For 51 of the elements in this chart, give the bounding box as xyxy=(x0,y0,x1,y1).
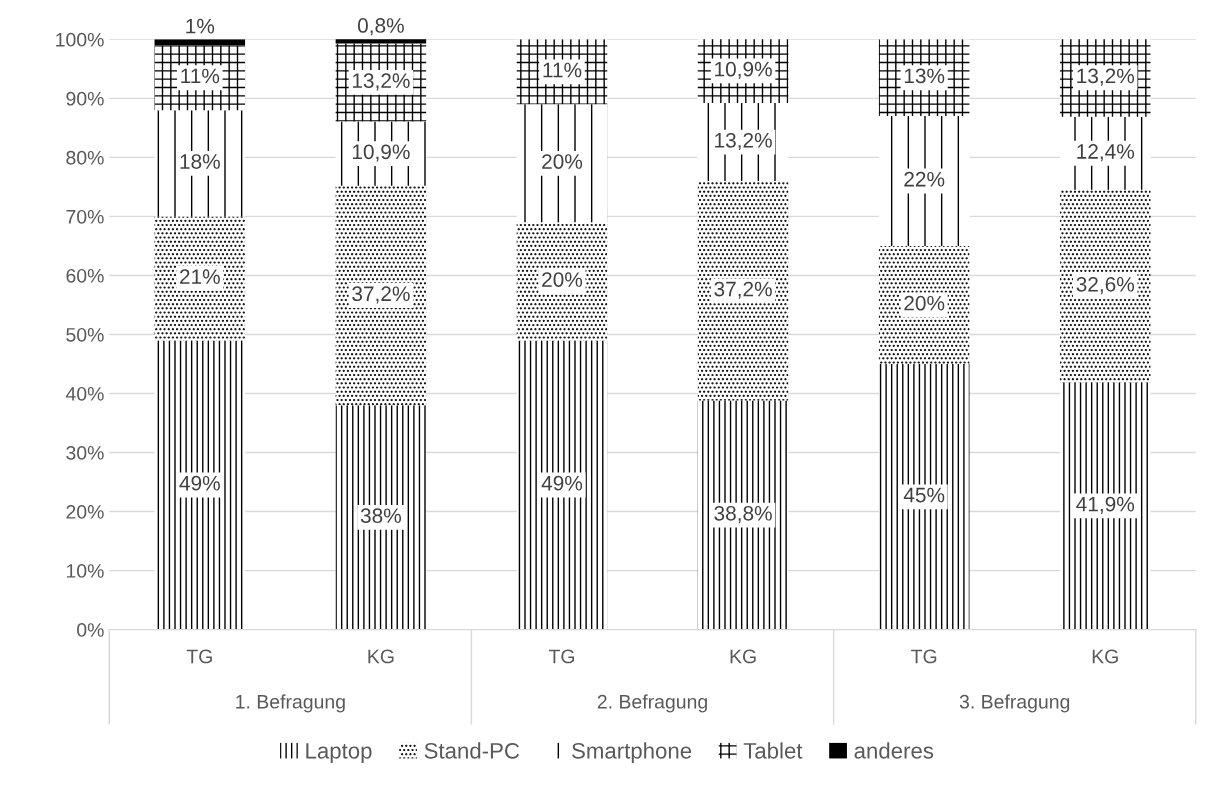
data-label: 20% xyxy=(542,272,583,287)
data-label: 21% xyxy=(180,269,220,284)
y-tick-label: 90% xyxy=(66,91,104,106)
data-label: 18% xyxy=(180,154,220,169)
data-label: 13% xyxy=(904,68,945,84)
data-label: 10,9% xyxy=(352,144,410,162)
legend-label: Stand-PC xyxy=(424,742,520,759)
data-label: 0,8% xyxy=(357,18,404,36)
data-label: 13,2% xyxy=(1077,68,1135,86)
y-tick-label: 100% xyxy=(56,32,104,47)
data-label: 20% xyxy=(542,154,583,169)
x-tick-label: KG xyxy=(730,649,756,664)
legend-label: Smartphone xyxy=(572,742,692,764)
data-label: 11% xyxy=(181,68,220,84)
x-tick-label: TG xyxy=(548,649,575,664)
legend-label: Tablet xyxy=(743,742,803,759)
y-tick-label: 60% xyxy=(66,268,104,283)
y-tick-label: 50% xyxy=(66,327,104,342)
y-tick-label: 0% xyxy=(77,623,104,637)
y-tick-label: 20% xyxy=(66,505,104,519)
data-label: 32,6% xyxy=(1076,276,1135,295)
x-tick-label: TG xyxy=(911,649,937,664)
data-label: 38,8% xyxy=(714,505,772,524)
data-label: 11% xyxy=(543,62,582,78)
legend-label: Laptop xyxy=(306,743,372,764)
data-label: 10,9% xyxy=(715,61,772,79)
y-tick-label: 80% xyxy=(66,150,104,165)
data-label: 12,4% xyxy=(1077,144,1135,162)
x-tick-label: KG xyxy=(368,649,394,664)
data-label: 45% xyxy=(903,487,945,503)
text: 1. Befragung xyxy=(236,694,345,713)
y-tick-label: 10% xyxy=(66,564,104,578)
data-label: 1% xyxy=(186,18,215,34)
data-label: 37,2% xyxy=(714,281,772,299)
x-tick-label: TG xyxy=(186,649,212,664)
text: 2. Befragung xyxy=(597,694,707,713)
data-label: 49% xyxy=(541,475,583,491)
data-label: 22% xyxy=(904,171,945,187)
x-tick-label: KG xyxy=(1092,649,1118,664)
data-label: 37,2% xyxy=(352,286,410,304)
data-label: 38% xyxy=(360,508,401,524)
data-label: 20% xyxy=(904,295,945,311)
legend-label: anderes xyxy=(854,742,934,759)
data-label: 13,2% xyxy=(352,73,410,91)
text: 3. Befragung xyxy=(959,694,1070,713)
y-tick-label: 30% xyxy=(66,445,104,460)
data-label: 41,9% xyxy=(1076,496,1135,514)
y-tick-label: 40% xyxy=(65,386,104,401)
data-label: 13,2% xyxy=(715,132,772,151)
y-tick-label: 70% xyxy=(66,209,104,224)
data-label: 49% xyxy=(179,475,220,491)
